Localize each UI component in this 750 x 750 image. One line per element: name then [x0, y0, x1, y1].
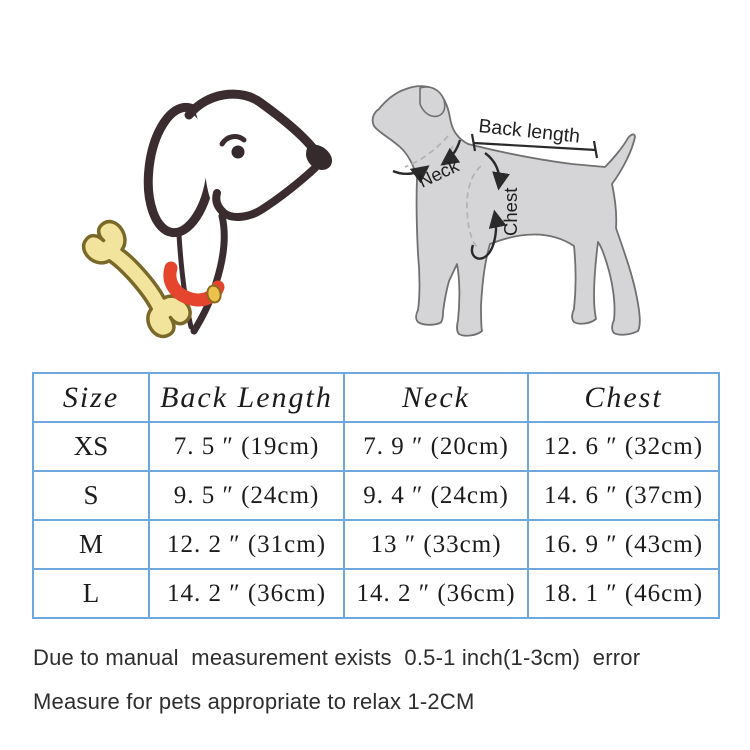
column-header-chest: Chest [527, 372, 720, 423]
back-length-cell: 14. 2 ″ (36cm) [148, 568, 345, 619]
back-length-cell: 7. 5 ″ (19cm) [148, 421, 345, 472]
chest-arrow-top [484, 152, 510, 191]
bone-icon [82, 219, 192, 339]
dog-face [193, 91, 321, 220]
chest-cell: 16. 9 ″ (43cm) [527, 519, 720, 570]
dog-muzzle-line [212, 164, 319, 221]
back-length-cell: 9. 5 ″ (24cm) [148, 470, 345, 521]
neck-dashed-line [404, 135, 449, 168]
size-cell: S [32, 470, 150, 521]
column-header-size: Size [32, 372, 150, 423]
chest-label: Chest [500, 188, 521, 236]
table-row-s: S 9. 5 ″ (24cm) 9. 4 ″ (24cm) 14. 6 ″ (3… [32, 470, 720, 521]
neck-cell: 13 ″ (33cm) [343, 519, 529, 570]
table-row-xs: XS 7. 5 ″ (19cm) 7. 9 ″ (20cm) 12. 6 ″ (… [32, 421, 720, 472]
relax-measure-note: Measure for pets appropriate to relax 1-… [33, 689, 475, 714]
chest-dashed-line [466, 165, 482, 248]
cartoon-dog-illustration [82, 89, 332, 339]
neck-arrow-left [392, 165, 430, 184]
dog-head-outline [184, 89, 323, 160]
back-length-cell: 12. 2 ″ (31cm) [148, 519, 345, 570]
dog-eyebrow [219, 134, 247, 147]
neck-cell: 7. 9 ″ (20cm) [343, 421, 529, 472]
column-header-neck: Neck [343, 372, 529, 423]
neck-cell: 9. 4 ″ (24cm) [343, 470, 529, 521]
size-cell: XS [32, 421, 150, 472]
chest-cell: 12. 6 ″ (32cm) [527, 421, 720, 472]
table-row-l: L 14. 2 ″ (36cm) 14. 2 ″ (36cm) 18. 1 ″ … [32, 568, 720, 619]
table-header-row: Size Back Length Neck Chest [32, 372, 720, 423]
back-length-measure-line [470, 133, 599, 159]
dog-eye [231, 145, 245, 159]
measurement-error-note: Due to manual measurement exists 0.5-1 i… [33, 645, 641, 670]
neck-arrow-right [440, 139, 462, 166]
size-cell: L [32, 568, 150, 619]
gray-dog-ear [419, 86, 446, 118]
collar-tag [206, 284, 222, 304]
dog-neck-right-line [190, 212, 228, 335]
chest-cell: 18. 1 ″ (46cm) [527, 568, 720, 619]
neck-cell: 14. 2 ″ (36cm) [343, 568, 529, 619]
column-header-back-length: Back Length [148, 372, 345, 423]
table-row-m: M 12. 2 ″ (31cm) 13 ″ (33cm) 16. 9 ″ (43… [32, 519, 720, 570]
size-cell: M [32, 519, 150, 570]
size-chart-table: Size Back Length Neck Chest XS 7. 5 ″ (1… [32, 372, 720, 619]
chest-arrow-bottom [470, 209, 507, 260]
dog-nose [306, 144, 332, 170]
back-length-label: Back length [477, 115, 581, 148]
chest-cell: 14. 6 ″ (37cm) [527, 470, 720, 521]
measurement-dog-illustration: Back length Neck Chest [371, 85, 641, 337]
